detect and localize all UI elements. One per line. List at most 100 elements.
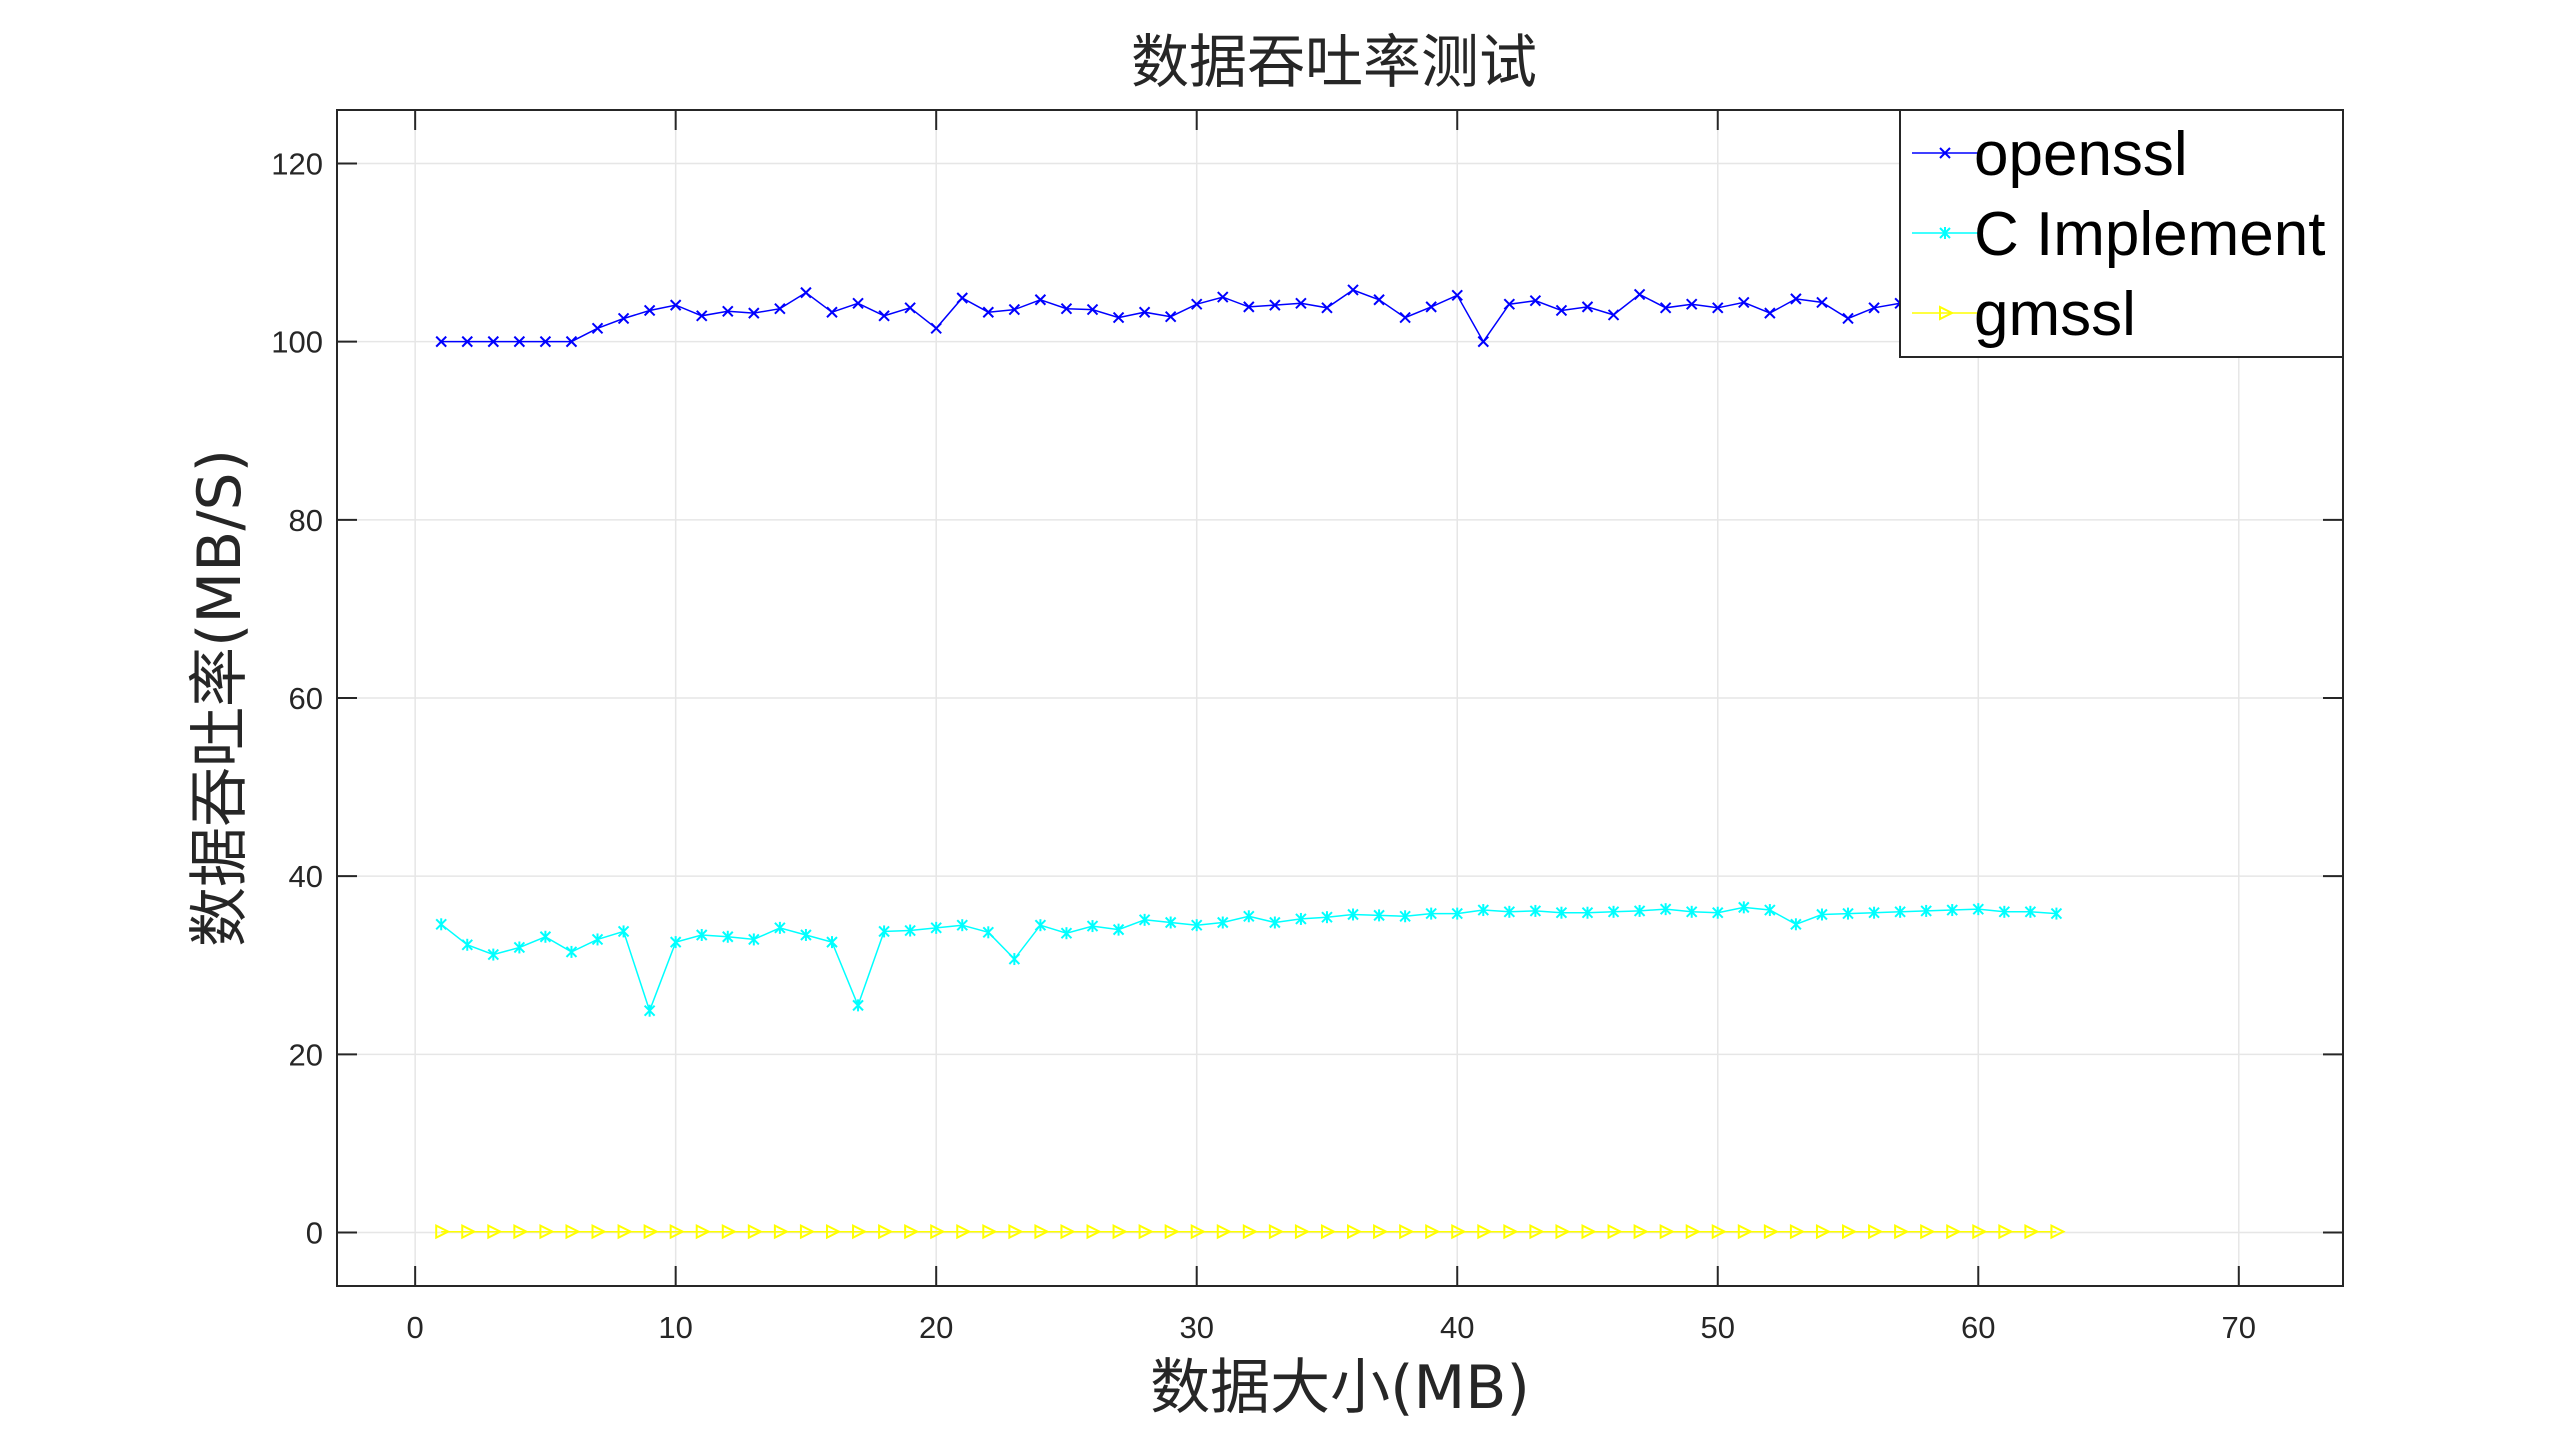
- data-point-gmssl: [1894, 1224, 1910, 1240]
- data-point-openssl: [1868, 302, 1880, 314]
- data-point-openssl: [1764, 307, 1776, 319]
- data-point-gmssl: [1581, 1224, 1597, 1240]
- data-point-gmssl: [1373, 1224, 1389, 1240]
- data-point-openssl: [748, 307, 760, 319]
- data-point-c-implement: [1790, 918, 1802, 931]
- data-point-gmssl: [1320, 1224, 1337, 1240]
- data-point-gmssl: [1842, 1224, 1858, 1240]
- data-point-openssl: [1034, 294, 1047, 306]
- data-point-c-implement: [1972, 903, 1984, 916]
- data-point-c-implement: [1060, 927, 1073, 940]
- legend-label-c-implement: C Implement: [1974, 200, 2325, 269]
- data-point-c-implement: [565, 945, 578, 958]
- data-point-c-implement: [1451, 907, 1463, 920]
- data-point-c-implement: [513, 941, 526, 954]
- data-point-openssl: [539, 335, 552, 348]
- legend-label-openssl: openssl: [1974, 120, 2188, 189]
- data-point-openssl: [1685, 298, 1698, 310]
- data-point-c-implement: [461, 938, 473, 951]
- data-point-openssl: [1633, 288, 1646, 301]
- data-point-gmssl: [487, 1224, 503, 1240]
- data-point-openssl: [1243, 301, 1255, 313]
- data-point-c-implement: [1659, 903, 1672, 916]
- data-point-openssl: [878, 310, 890, 322]
- legend-item-c-implement: C Implement: [1912, 200, 2325, 269]
- data-point-c-implement: [1295, 912, 1307, 925]
- data-point-gmssl: [956, 1224, 972, 1240]
- data-point-openssl: [1738, 296, 1750, 309]
- data-point-openssl: [1816, 296, 1828, 309]
- data-point-openssl: [565, 335, 578, 348]
- data-point-openssl: [487, 335, 500, 348]
- data-point-c-implement: [1868, 906, 1880, 919]
- data-point-gmssl: [1633, 1224, 1649, 1240]
- data-point-c-implement: [617, 925, 630, 938]
- data-point-c-implement: [1138, 913, 1151, 926]
- x-tick-label: 0: [407, 1310, 424, 1345]
- data-point-gmssl: [591, 1224, 607, 1240]
- y-tick-label: 120: [271, 146, 323, 181]
- data-point-gmssl: [1503, 1224, 1519, 1240]
- y-tick-label: 0: [306, 1216, 323, 1251]
- axis-ticks: 0 10 20 30 40 50 60 70 0 20 40 60 80 100 120: [271, 110, 2343, 1345]
- data-point-gmssl: [1399, 1224, 1415, 1240]
- data-point-gmssl: [852, 1224, 868, 1240]
- data-point-gmssl: [669, 1224, 685, 1240]
- data-point-gmssl: [1555, 1224, 1571, 1240]
- data-point-openssl: [1790, 293, 1802, 305]
- x-axis-label: 数据大小(MB): [1150, 1353, 1530, 1423]
- data-point-gmssl: [1086, 1224, 1102, 1240]
- data-point-c-implement: [1399, 910, 1411, 923]
- data-point-c-implement: [1034, 919, 1047, 932]
- data-point-openssl: [461, 335, 473, 348]
- data-point-openssl: [1191, 298, 1203, 310]
- data-point-c-implement: [930, 921, 942, 934]
- series-openssl: [435, 284, 2063, 348]
- legend-label-gmssl: gmssl: [1974, 280, 2136, 349]
- data-point-c-implement: [1321, 911, 1333, 924]
- data-point-openssl: [930, 322, 942, 334]
- data-point-c-implement: [1269, 916, 1281, 929]
- data-point-c-implement: [826, 936, 838, 949]
- data-point-gmssl: [1685, 1224, 1701, 1240]
- data-point-c-implement: [1112, 923, 1125, 936]
- data-point-openssl: [1112, 311, 1125, 324]
- data-point-openssl: [1659, 302, 1672, 314]
- data-point-gmssl: [1737, 1224, 1754, 1240]
- data-point-c-implement: [591, 933, 604, 946]
- data-point-openssl: [826, 306, 838, 318]
- data-point-openssl: [1581, 301, 1594, 313]
- data-point-gmssl: [461, 1224, 477, 1240]
- data-point-openssl: [1164, 310, 1177, 323]
- data-point-openssl: [1529, 294, 1542, 307]
- legend-marker-gmssl: [1939, 305, 1955, 321]
- data-point-c-implement: [1191, 919, 1203, 932]
- data-point-gmssl: [878, 1224, 894, 1240]
- data-point-gmssl: [1711, 1224, 1727, 1240]
- data-point-gmssl: [1972, 1224, 1988, 1240]
- x-tick-label: 60: [1961, 1310, 1995, 1345]
- data-point-gmssl: [1946, 1224, 1962, 1240]
- x-tick-label: 70: [2222, 1310, 2256, 1345]
- data-point-gmssl: [773, 1224, 790, 1240]
- data-point-openssl: [1138, 306, 1151, 318]
- data-point-openssl: [643, 304, 656, 317]
- data-point-openssl: [1217, 291, 1229, 303]
- data-point-openssl: [774, 302, 786, 315]
- y-tick-label: 80: [289, 503, 323, 538]
- data-point-c-implement: [1946, 904, 1958, 917]
- y-tick-label: 60: [289, 681, 323, 716]
- data-point-gmssl: [1060, 1224, 1076, 1240]
- data-point-c-implement: [1425, 907, 1437, 920]
- data-point-openssl: [1842, 312, 1854, 325]
- data-point-gmssl: [747, 1224, 764, 1240]
- data-point-openssl: [1607, 309, 1620, 321]
- data-point-c-implement: [2024, 905, 2037, 918]
- data-point-openssl: [956, 292, 968, 304]
- data-point-c-implement: [904, 924, 916, 937]
- data-point-openssl: [1295, 297, 1307, 310]
- data-point-gmssl: [1425, 1224, 1441, 1240]
- data-point-gmssl: [1268, 1224, 1285, 1240]
- data-point-c-implement: [1581, 906, 1594, 919]
